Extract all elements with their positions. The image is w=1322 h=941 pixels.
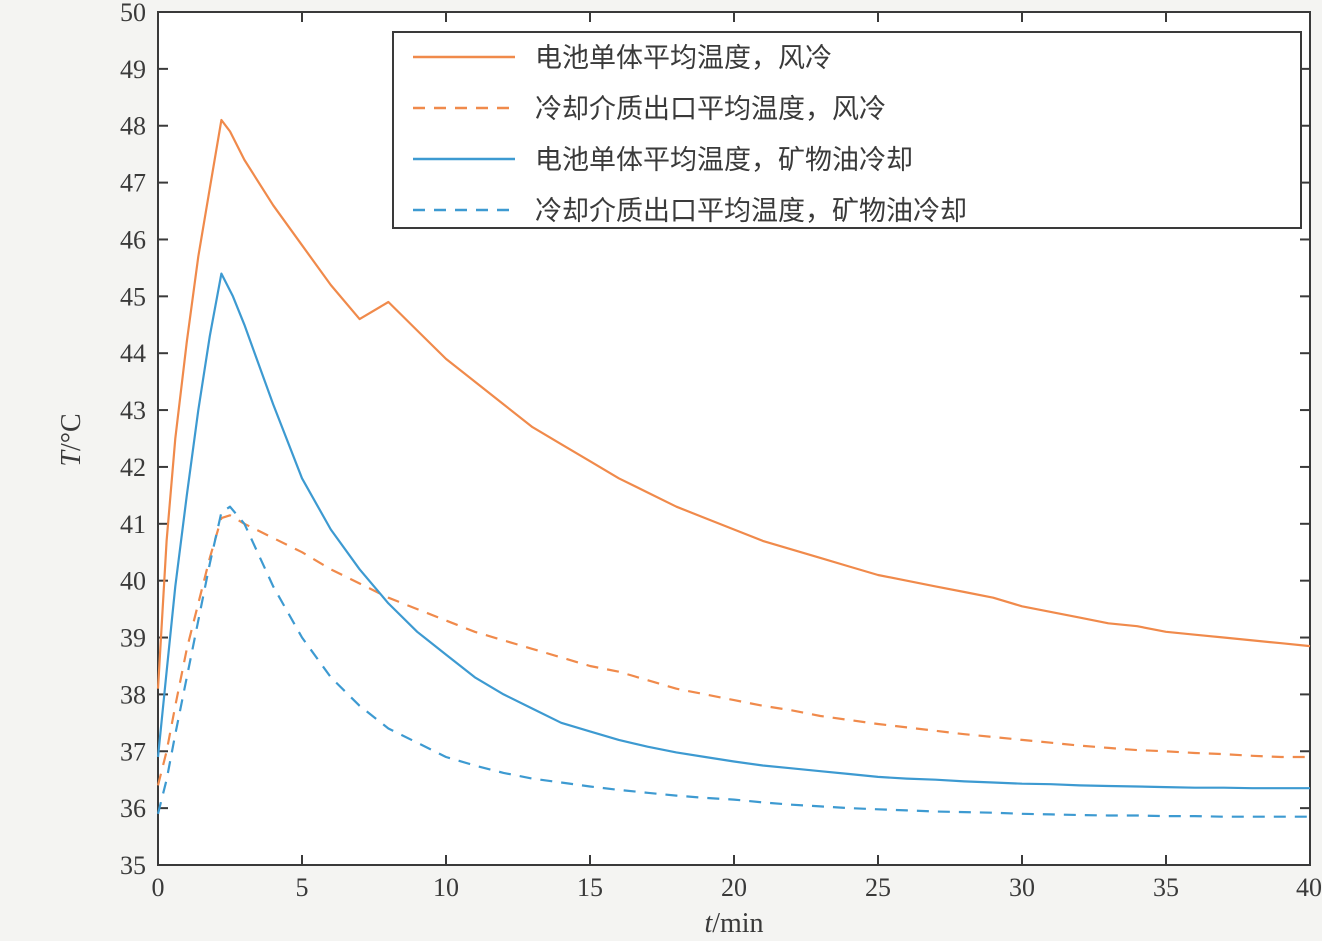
x-tick-label: 0	[152, 873, 165, 902]
y-axis-label: T/°C	[56, 413, 87, 466]
y-tick-label: 44	[120, 339, 146, 368]
x-tick-label: 20	[721, 873, 747, 902]
x-tick-label: 5	[296, 873, 309, 902]
x-axis-label: t/min	[704, 908, 763, 937]
x-tick-label: 10	[433, 873, 459, 902]
y-tick-label: 49	[120, 55, 146, 84]
y-tick-label: 48	[120, 112, 146, 141]
legend-label-4: 冷却介质出口平均温度，矿物油冷却	[535, 196, 967, 227]
y-tick-label: 45	[120, 282, 146, 311]
y-tick-label: 35	[120, 851, 146, 880]
y-tick-label: 38	[120, 680, 146, 709]
y-axis-label-unit: /°C	[56, 413, 87, 451]
x-axis-label-unit: /min	[712, 908, 763, 937]
y-tick-label: 36	[120, 794, 146, 823]
y-tick-label: 47	[120, 169, 146, 198]
y-tick-label: 40	[120, 567, 146, 596]
x-tick-label: 35	[1153, 873, 1179, 902]
legend-label-2: 冷却介质出口平均温度，风冷	[535, 94, 886, 125]
y-tick-label: 43	[120, 396, 146, 425]
x-tick-label: 15	[577, 873, 603, 902]
y-tick-label: 42	[120, 453, 146, 482]
legend: 电池单体平均温度，风冷冷却介质出口平均温度，风冷电池单体平均温度，矿物油冷却冷却…	[393, 32, 1301, 228]
x-tick-label: 30	[1009, 873, 1035, 902]
x-tick-label: 40	[1296, 873, 1322, 902]
y-tick-label: 46	[120, 225, 146, 254]
y-tick-label: 41	[120, 510, 146, 539]
legend-label-1: 电池单体平均温度，风冷	[535, 43, 832, 74]
y-tick-label: 50	[120, 0, 146, 27]
x-tick-label: 25	[865, 873, 891, 902]
y-tick-label: 37	[120, 737, 146, 766]
y-tick-label: 39	[120, 624, 146, 653]
legend-label-3: 电池单体平均温度，矿物油冷却	[535, 145, 913, 176]
